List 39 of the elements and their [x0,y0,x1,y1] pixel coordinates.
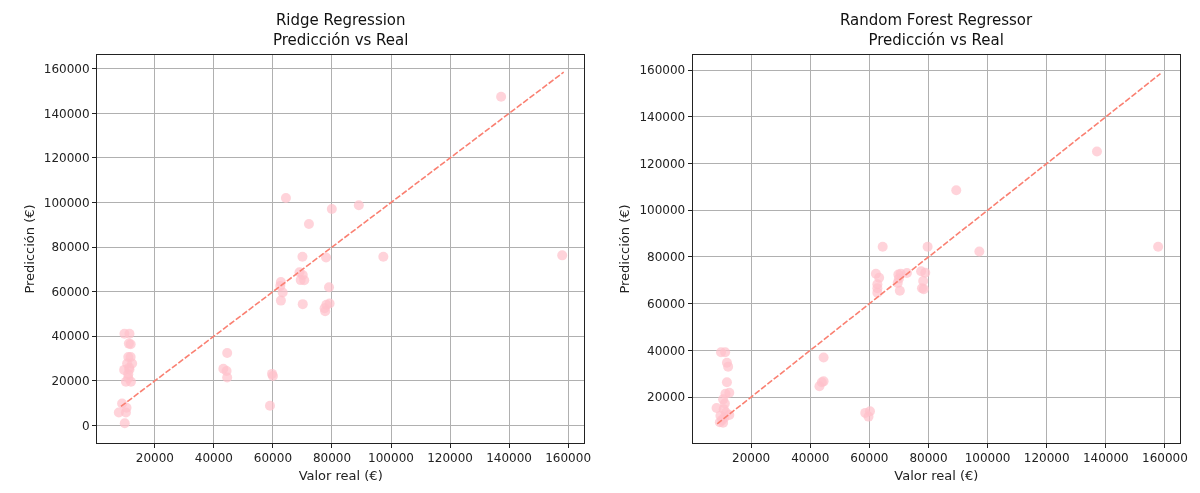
y-axis-title: Predicción (€) [21,204,37,294]
y-tick-label: 60000 [51,284,90,299]
x-tick-label: 140000 [1082,451,1129,466]
y-tick-label: 80000 [647,250,686,265]
y-tick-label: 140000 [639,110,686,125]
x-tick-label: 140000 [486,451,532,466]
x-tick-label: 80000 [909,451,948,466]
x-tick-label: 100000 [964,451,1011,466]
x-tick-label: 100000 [368,451,414,466]
y-tick-label: 120000 [639,156,686,171]
x-tick-label: 120000 [427,451,473,466]
y-tick-label: 80000 [51,240,90,255]
y-tick-label: 100000 [639,203,686,218]
chart-title: Random Forest Regressor Predicción vs Real [840,11,1034,49]
y-tick-label: 140000 [43,106,90,121]
x-tick-label: 160000 [545,451,592,466]
y-tick-label: 20000 [647,390,686,405]
y-tick-label: 0 [81,418,90,433]
y-tick-label: 40000 [51,329,90,344]
x-axis-title: Valor real (€) [298,468,383,483]
x-tick-label: 20000 [135,451,174,466]
x-axis-title: Valor real (€) [894,468,979,483]
chart-title: Ridge Regression Predicción vs Real [273,11,409,49]
x-tick-label: 120000 [1023,451,1070,466]
x-tick-label: 40000 [194,451,233,466]
x-tick-label: 60000 [253,451,293,466]
x-tick-label: 40000 [791,451,830,466]
x-tick-label: 160000 [1142,451,1188,466]
y-tick-label: 60000 [647,296,686,311]
y-tick-label: 160000 [639,63,686,78]
y-axis-title: Predicción (€) [617,204,633,294]
y-tick-label: 20000 [51,374,90,389]
x-tick-label: 60000 [850,451,889,466]
y-tick-label: 100000 [43,195,90,210]
y-tick-label: 120000 [43,151,90,166]
x-tick-label: 20000 [732,451,771,466]
x-tick-label: 80000 [312,451,352,466]
y-tick-label: 40000 [647,343,686,358]
y-tick-label: 160000 [43,62,90,77]
